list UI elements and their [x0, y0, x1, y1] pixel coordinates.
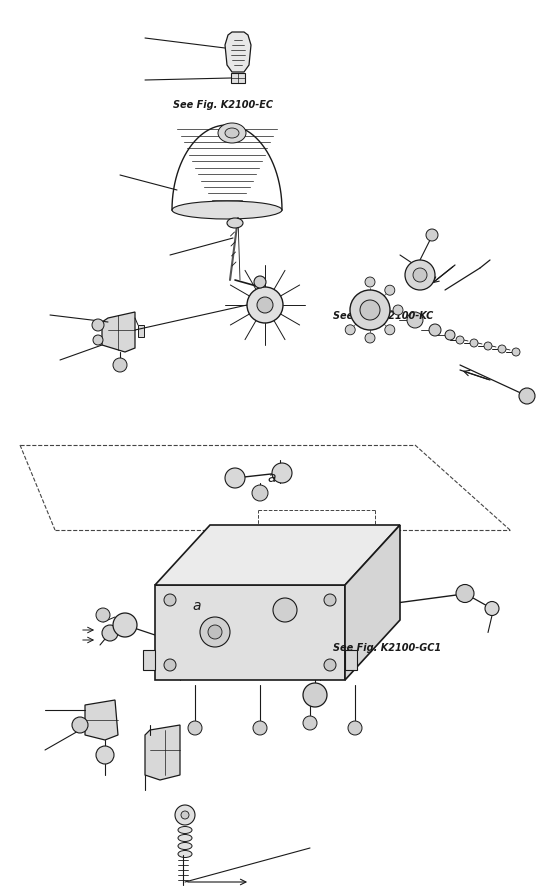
Circle shape [429, 324, 441, 336]
Circle shape [519, 388, 535, 404]
Ellipse shape [178, 851, 192, 858]
Circle shape [272, 463, 292, 483]
Circle shape [253, 721, 267, 735]
Circle shape [247, 287, 283, 323]
Circle shape [254, 276, 266, 288]
Ellipse shape [178, 827, 192, 834]
Text: a: a [268, 471, 276, 485]
Circle shape [413, 268, 427, 282]
Circle shape [92, 319, 104, 331]
Bar [231, 73, 245, 83]
Circle shape [102, 625, 118, 641]
Polygon shape [102, 312, 135, 352]
Bar [138, 325, 144, 337]
Circle shape [485, 602, 499, 615]
Circle shape [405, 260, 435, 290]
Circle shape [175, 805, 195, 825]
Polygon shape [345, 650, 357, 670]
Circle shape [72, 717, 88, 733]
Polygon shape [345, 525, 400, 680]
Circle shape [324, 659, 336, 671]
Circle shape [257, 297, 273, 313]
Circle shape [456, 584, 474, 603]
Circle shape [365, 277, 375, 287]
Circle shape [345, 324, 355, 335]
Ellipse shape [218, 123, 246, 143]
Circle shape [484, 342, 492, 350]
Circle shape [225, 468, 245, 488]
Circle shape [385, 324, 395, 335]
Circle shape [407, 312, 423, 328]
Circle shape [200, 617, 230, 647]
Ellipse shape [225, 128, 239, 138]
Circle shape [113, 358, 127, 372]
Circle shape [164, 594, 176, 606]
Circle shape [348, 721, 362, 735]
Circle shape [273, 598, 297, 622]
Text: See Fig. K2100-GC1: See Fig. K2100-GC1 [333, 643, 441, 653]
Circle shape [445, 330, 455, 340]
Ellipse shape [178, 835, 192, 842]
Text: a: a [192, 599, 201, 613]
Ellipse shape [172, 201, 282, 219]
Text: See Fig. K2100-KC: See Fig. K2100-KC [333, 310, 433, 321]
Circle shape [393, 305, 403, 315]
Circle shape [252, 485, 268, 501]
Text: See Fig. K2100-EC: See Fig. K2100-EC [173, 100, 273, 110]
Circle shape [456, 336, 464, 344]
Polygon shape [155, 525, 400, 585]
Polygon shape [145, 725, 180, 780]
Polygon shape [85, 700, 118, 740]
Circle shape [324, 594, 336, 606]
Circle shape [385, 285, 395, 295]
Circle shape [208, 625, 222, 639]
Circle shape [303, 683, 327, 707]
Ellipse shape [178, 843, 192, 850]
Circle shape [365, 333, 375, 343]
Circle shape [113, 613, 137, 637]
Circle shape [93, 335, 103, 345]
Ellipse shape [227, 218, 243, 228]
Circle shape [360, 300, 380, 320]
Circle shape [96, 608, 110, 622]
Polygon shape [155, 585, 345, 680]
Polygon shape [143, 650, 155, 670]
Circle shape [498, 345, 506, 353]
Circle shape [188, 721, 202, 735]
Circle shape [181, 811, 189, 819]
Circle shape [426, 229, 438, 241]
Polygon shape [225, 32, 251, 72]
Circle shape [164, 659, 176, 671]
Circle shape [470, 339, 478, 347]
Circle shape [350, 290, 390, 330]
Circle shape [512, 348, 520, 356]
Circle shape [96, 746, 114, 764]
Circle shape [303, 716, 317, 730]
